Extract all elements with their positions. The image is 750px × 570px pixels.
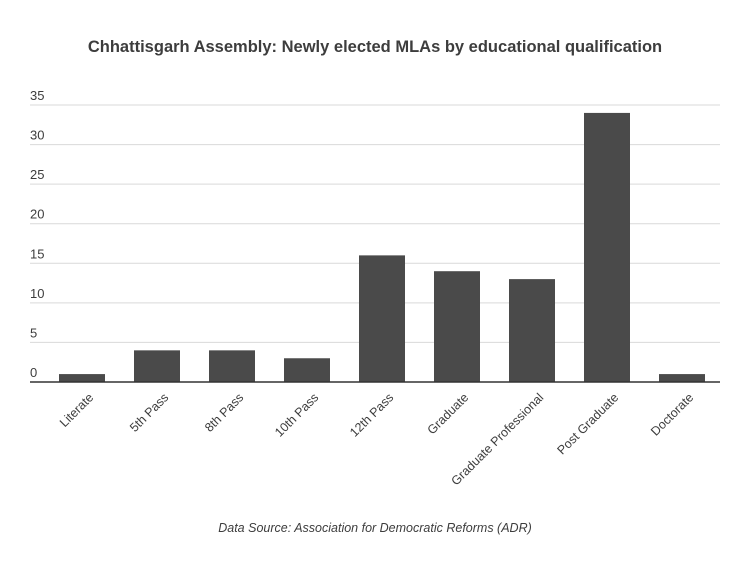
bar-graduate — [434, 271, 480, 382]
y-tick-label: 5 — [30, 325, 37, 340]
bar-8th-pass — [209, 350, 255, 382]
bar-literate — [59, 374, 105, 382]
y-tick-label: 10 — [30, 286, 44, 301]
y-tick-label: 35 — [30, 88, 44, 103]
bar-post-graduate — [584, 112, 630, 383]
x-tick-label: Literate — [57, 390, 96, 429]
x-tick-label: 5th Pass — [127, 390, 171, 434]
x-tick-label: 12th Pass — [347, 390, 396, 439]
x-tick-label: Graduate — [425, 390, 472, 437]
x-axis-ticks: Literate 5th Pass 8th Pass 10th Pass 12th Pa… — [57, 390, 696, 488]
x-tick-label: 8th Pass — [202, 390, 246, 434]
y-tick-label: 0 — [30, 365, 37, 380]
y-axis-ticks: 0 5 10 15 20 25 30 35 — [30, 88, 44, 380]
y-tick-label: 15 — [30, 246, 44, 261]
bars — [59, 112, 705, 383]
x-tick-label: Doctorate — [648, 390, 696, 438]
bar-graduate-professional — [509, 279, 555, 382]
bar-5th-pass — [134, 350, 180, 382]
data-source-note: Data Source: Association for Democratic … — [218, 521, 532, 535]
chart-title: Chhattisgarh Assembly: Newly elected MLA… — [87, 38, 663, 56]
bar-doctorate — [659, 374, 705, 382]
x-tick-label: Post Graduate — [554, 390, 621, 457]
y-tick-label: 20 — [30, 207, 44, 222]
y-tick-label: 25 — [30, 167, 44, 182]
bar-10th-pass — [284, 358, 330, 382]
y-tick-label: 30 — [30, 128, 44, 143]
bar-chart: 0 5 10 15 20 25 30 35 Literate 5th Pass 8th Pass 1… — [30, 88, 720, 488]
bar-12th-pass — [359, 255, 405, 382]
x-tick-label: 10th Pass — [272, 390, 321, 439]
